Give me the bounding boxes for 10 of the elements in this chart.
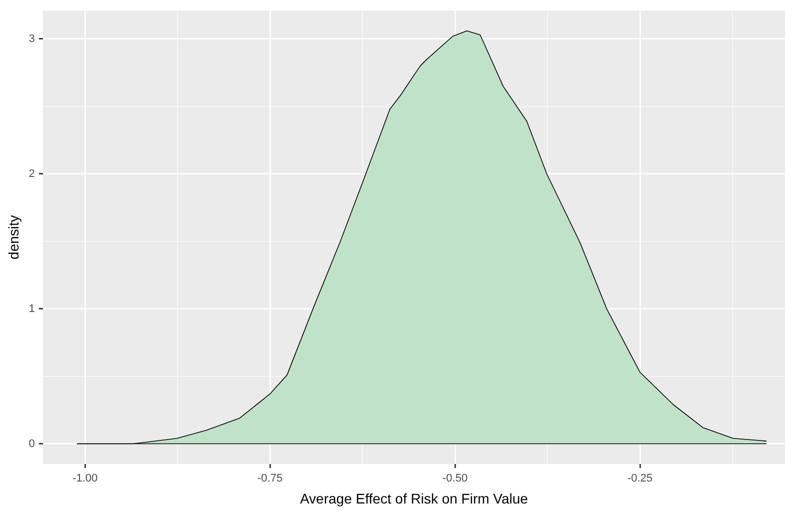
x-tick-label: -0.50 xyxy=(442,472,468,485)
y-tick-label: 0 xyxy=(28,438,35,450)
y-tick-label: 3 xyxy=(28,32,35,45)
x-axis-title: Average Effect of Risk on Firm Value xyxy=(300,490,528,506)
x-tick-label: -1.00 xyxy=(72,472,98,485)
y-axis-title: density xyxy=(5,215,22,260)
y-tick-label: 2 xyxy=(28,168,35,180)
x-tick-label: -0.25 xyxy=(627,472,653,485)
x-tick-label: -0.75 xyxy=(258,472,283,485)
y-tick-label: 1 xyxy=(28,302,35,315)
